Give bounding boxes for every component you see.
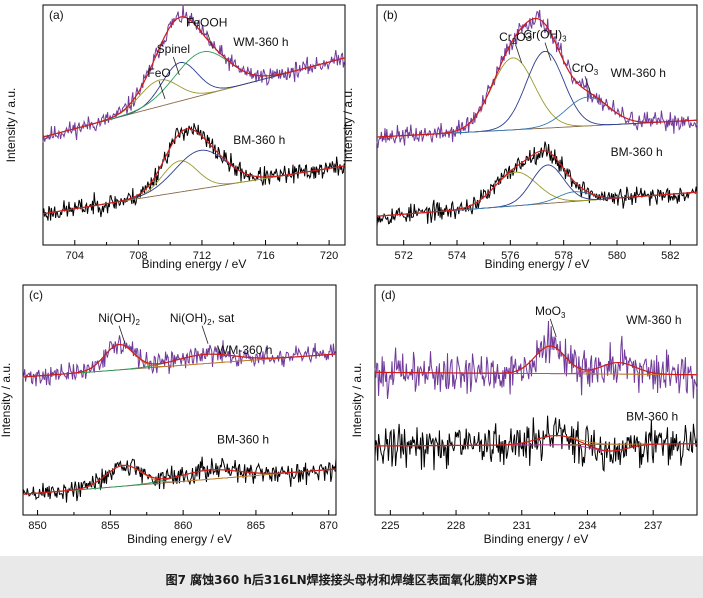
annotation-pointer bbox=[172, 56, 180, 76]
series-label: BM-360 h bbox=[233, 133, 285, 147]
x-tick-label: 855 bbox=[101, 520, 119, 532]
x-tick-label: 572 bbox=[394, 250, 412, 262]
x-tick-label: 237 bbox=[644, 520, 662, 532]
x-tick-label: 228 bbox=[447, 520, 465, 532]
fit-envelope bbox=[375, 345, 697, 376]
x-tick-label: 580 bbox=[608, 250, 626, 262]
annotation-pointer bbox=[201, 325, 209, 344]
raw-spectrum-bm bbox=[42, 123, 346, 221]
figure-caption: 图7 腐蚀360 h后316LN焊接接头母材和焊缝区表面氧化膜的XPS谱 bbox=[165, 573, 538, 587]
fit-component bbox=[376, 164, 698, 217]
y-axis-label: Intensity / a.u. bbox=[4, 88, 18, 163]
series-label: BM-360 h bbox=[217, 433, 269, 447]
x-tick-label: 708 bbox=[129, 250, 147, 262]
panel-label: (c) bbox=[29, 288, 43, 302]
fit-component bbox=[377, 50, 697, 138]
x-tick-label: 860 bbox=[174, 520, 192, 532]
peak-annotation: FeO bbox=[147, 66, 170, 80]
x-tick-label: 225 bbox=[381, 520, 399, 532]
series-label: WM-360 h bbox=[233, 35, 288, 49]
series-label: WM-360 h bbox=[217, 343, 272, 357]
peak-annotation: Cr(OH)3 bbox=[523, 28, 567, 44]
fit-component bbox=[42, 149, 346, 215]
x-tick-label: 578 bbox=[554, 250, 572, 262]
annotation-pointer bbox=[158, 80, 166, 100]
peak-annotation: Spinel bbox=[157, 42, 190, 56]
plot-frame bbox=[374, 284, 698, 516]
raw-spectrum-wm bbox=[22, 335, 337, 387]
series-label: WM-360 h bbox=[626, 313, 681, 327]
y-axis-label: Intensity / a.u. bbox=[341, 88, 355, 163]
x-tick-label: 704 bbox=[66, 250, 84, 262]
x-tick-label: 720 bbox=[320, 250, 338, 262]
x-axis-label: Binding energy / eV bbox=[142, 257, 247, 271]
peak-annotation: FeOOH bbox=[186, 16, 227, 30]
annotation-pointer bbox=[515, 44, 523, 64]
annotation-pointer bbox=[118, 325, 126, 344]
fit-envelope bbox=[42, 16, 346, 138]
fit-envelope bbox=[22, 343, 337, 378]
panel-3: 225 228 231 234 237 (d) Binding energy / eV Int… bbox=[350, 284, 698, 546]
panel-label: (d) bbox=[381, 288, 396, 302]
peak-annotation: Cr2O3 bbox=[499, 30, 532, 46]
annotation-pointer bbox=[544, 42, 552, 61]
x-tick-label: 234 bbox=[578, 520, 596, 532]
annotation-pointer bbox=[206, 30, 214, 49]
fit-envelope bbox=[22, 464, 337, 495]
fit-component bbox=[22, 344, 337, 378]
fit-envelope bbox=[375, 435, 697, 452]
peak-annotation: MoO3 bbox=[535, 304, 566, 320]
caption-bar bbox=[0, 556, 703, 598]
plot-frame bbox=[22, 284, 337, 516]
y-axis-label: Intensity / a.u. bbox=[0, 363, 13, 438]
x-tick-label: 850 bbox=[28, 520, 46, 532]
y-axis-label: Intensity / a.u. bbox=[350, 363, 364, 438]
x-tick-label: 574 bbox=[448, 250, 466, 262]
fit-envelope bbox=[377, 17, 697, 138]
fit-envelope bbox=[376, 150, 698, 217]
x-tick-label: 576 bbox=[501, 250, 519, 262]
x-tick-label: 582 bbox=[661, 250, 679, 262]
plot-frame bbox=[42, 4, 346, 246]
raw-spectrum-wm bbox=[374, 320, 698, 399]
panel-label: (b) bbox=[383, 8, 398, 22]
x-tick-label: 716 bbox=[256, 250, 274, 262]
x-tick-label: 231 bbox=[513, 520, 531, 532]
annotation-pointer bbox=[584, 76, 592, 95]
fit-envelope bbox=[42, 128, 346, 215]
x-axis-label: Binding energy / eV bbox=[127, 532, 232, 546]
panel-0: 704 708 712 716 720 (a) Binding energy / eV Int… bbox=[4, 4, 346, 271]
peak-annotation: Ni(OH)2, sat bbox=[170, 311, 235, 327]
series-label: BM-360 h bbox=[611, 145, 663, 159]
x-tick-label: 865 bbox=[247, 520, 265, 532]
raw-spectrum-wm bbox=[376, 9, 698, 148]
series-label: BM-360 h bbox=[626, 410, 678, 424]
panel-1: 572 574 576 578 580 582 (b) Binding energy / eV… bbox=[341, 4, 698, 271]
raw-spectrum-bm bbox=[374, 415, 698, 473]
series-label: WM-360 h bbox=[611, 66, 666, 80]
peak-annotation: CrO3 bbox=[572, 61, 599, 77]
annotation-pointer bbox=[549, 318, 557, 338]
x-tick-label: 870 bbox=[320, 520, 338, 532]
panel-label: (a) bbox=[49, 8, 64, 22]
x-axis-label: Binding energy / eV bbox=[484, 532, 589, 546]
raw-spectrum-bm bbox=[22, 456, 337, 503]
peak-annotation: Ni(OH)2 bbox=[98, 311, 140, 327]
x-tick-label: 712 bbox=[193, 250, 211, 262]
x-axis-label: Binding energy / eV bbox=[485, 257, 590, 271]
panel-2: 850 855 860 865 870 (c) Binding energy / eV Int… bbox=[0, 284, 338, 546]
